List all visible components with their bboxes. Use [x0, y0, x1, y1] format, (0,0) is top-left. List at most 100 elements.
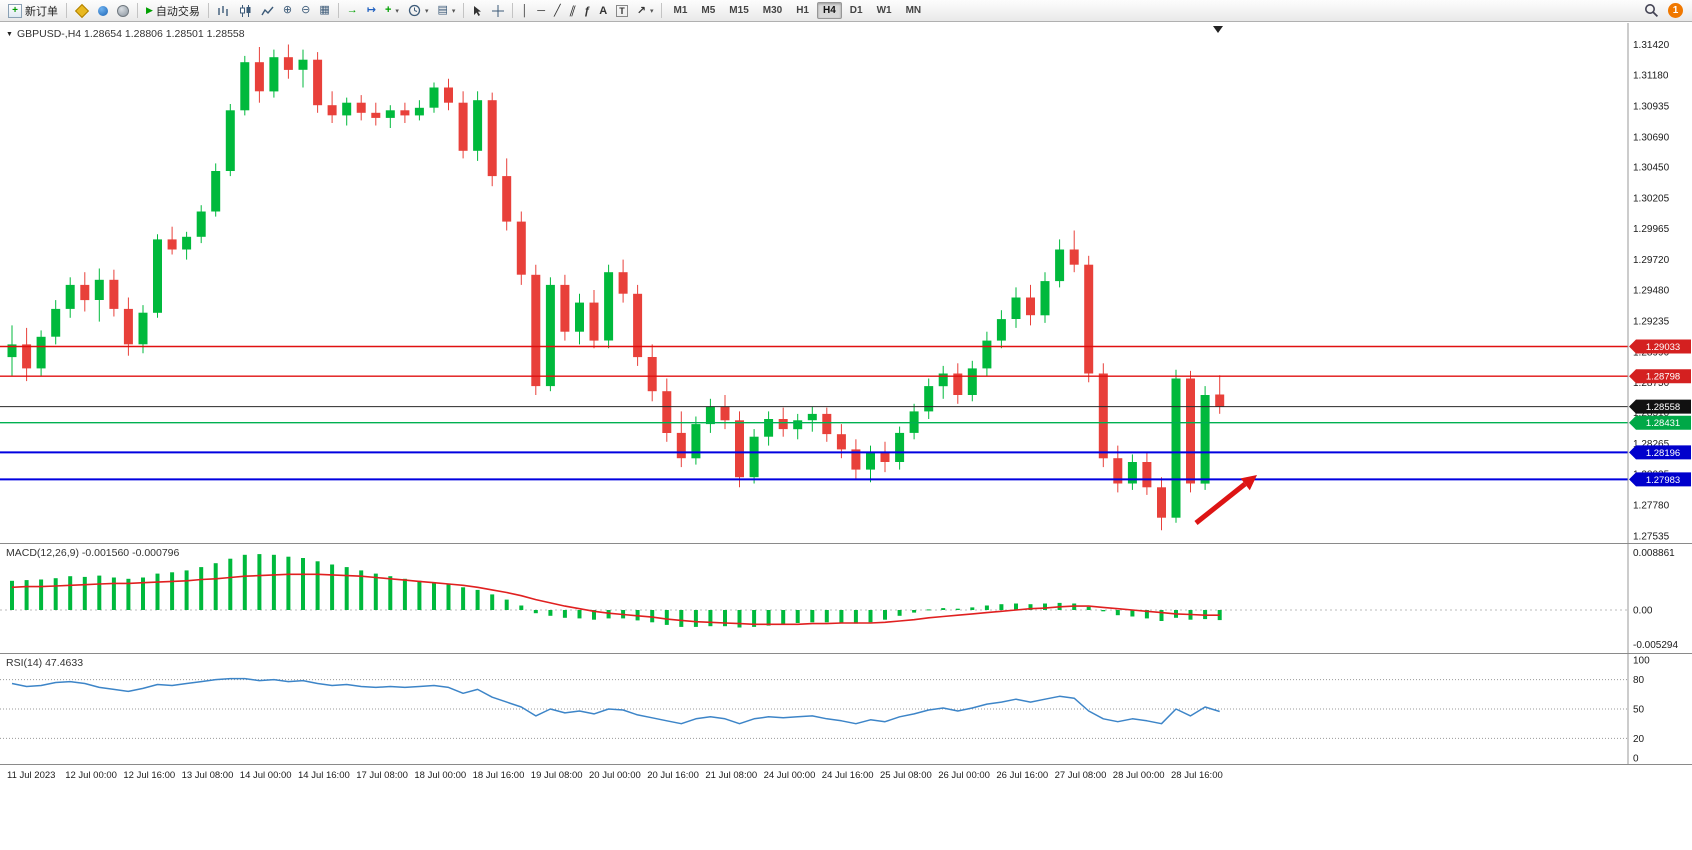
candle: [967, 368, 977, 395]
zoom-in-button[interactable]: ⊕: [279, 2, 296, 20]
timeframe-d1[interactable]: D1: [849, 5, 863, 16]
rsi-axis-label: 50: [1633, 705, 1645, 716]
channel-tool-button[interactable]: ∥: [566, 2, 580, 20]
price-chart[interactable]: 1.31420 1.31180 1.30935 1.30690 1.30450 1.302…: [0, 23, 1692, 543]
macd-histogram-bar: [402, 578, 407, 610]
time-axis[interactable]: 11 Jul 2023 12 Jul 00:00 12 Jul 16:00 13 Ju…: [0, 766, 1692, 788]
macd-histogram-bar: [795, 610, 800, 623]
timeframe-m15[interactable]: M15: [729, 5, 749, 16]
text-label-tool-button[interactable]: T: [612, 2, 632, 20]
macd-panel[interactable]: 0.008861 0.00 -0.005294: [0, 544, 1692, 653]
timeframe-h4[interactable]: H4: [817, 2, 842, 19]
macd-histogram-bar: [737, 610, 742, 628]
macd-axis-label: -0.005294: [1633, 640, 1678, 651]
macd-histogram-bar: [693, 610, 698, 627]
macd-histogram-bar: [853, 610, 858, 624]
trendline-tool-button[interactable]: ╱: [550, 2, 565, 20]
candle: [1084, 264, 1094, 374]
candle: [749, 436, 759, 478]
candle: [764, 419, 774, 437]
candle: [953, 373, 963, 395]
metaeditor-button[interactable]: [71, 2, 93, 20]
price-axis-label: 1.27535: [1633, 532, 1670, 543]
price-axis-label: 1.30450: [1633, 163, 1670, 174]
indicators-button[interactable]: + ▾: [381, 2, 403, 20]
chart-shift-button[interactable]: ↦: [363, 2, 380, 20]
price-badge-label: 1.29033: [1646, 342, 1680, 353]
timeframe-mn[interactable]: MN: [905, 5, 922, 16]
macd-signal-line: [11, 573, 1220, 626]
macd-histogram-bar: [810, 610, 815, 623]
new-order-button[interactable]: + 新订单: [4, 2, 62, 20]
panel-divider[interactable]: [0, 653, 1692, 654]
price-axis-label: 1.29720: [1633, 255, 1670, 266]
rsi-panel[interactable]: 100 80 50 20 0: [0, 654, 1692, 764]
candle: [996, 319, 1006, 341]
panel-divider[interactable]: [0, 764, 1692, 765]
autotrading-button[interactable]: ▶ 自动交易: [142, 2, 204, 20]
price-axis-label: 1.27780: [1633, 501, 1670, 512]
timeframe-m1[interactable]: M1: [673, 5, 688, 16]
crosshair-button[interactable]: [488, 2, 508, 20]
candle: [153, 239, 162, 313]
timeframe-w1[interactable]: W1: [876, 5, 892, 16]
time-axis-label: 17 Jul 08:00: [356, 770, 408, 781]
fibonacci-tool-button[interactable]: ƒ: [580, 2, 594, 20]
candle: [1171, 378, 1181, 518]
notification-badge[interactable]: 1: [1668, 3, 1683, 18]
time-axis-label: 24 Jul 00:00: [763, 770, 816, 781]
macd-indicator-label: MACD(12,26,9) -0.001560 -0.000796: [6, 547, 180, 559]
panel-divider[interactable]: [0, 543, 1692, 544]
rsi-line: [11, 677, 1220, 725]
rsi-indicator-label: RSI(14) 47.4633: [6, 657, 84, 669]
macd-histogram-bar: [679, 610, 684, 627]
macd-histogram-bar: [984, 605, 989, 610]
price-badge-label: 1.27983: [1646, 475, 1680, 486]
chart-window: ▼ GBPUSD-,H4 1.28654 1.28806 1.28501 1.2…: [0, 23, 1692, 850]
horizontal-line-tool-button[interactable]: ─: [533, 2, 549, 20]
line-chart-icon: [261, 6, 274, 15]
candle: [633, 293, 643, 358]
cursor-button[interactable]: [468, 2, 487, 20]
macd-histogram-bar: [752, 610, 757, 627]
community-button[interactable]: [94, 2, 112, 20]
bar-chart-button[interactable]: [213, 2, 234, 20]
collapse-triangle-icon[interactable]: ▼: [6, 30, 13, 38]
toolbar-separator: [66, 3, 67, 18]
candle: [313, 59, 323, 106]
timeframe-h1[interactable]: H1: [796, 5, 809, 16]
arrows-tool-button[interactable]: ↗ ▾: [633, 2, 658, 20]
chart-shift-marker[interactable]: [1213, 26, 1223, 33]
candle: [94, 279, 104, 300]
candle: [283, 57, 293, 70]
macd-histogram-bar: [286, 556, 291, 610]
timeframe-m30[interactable]: M30: [762, 5, 783, 16]
candle: [240, 62, 250, 111]
time-axis-label: 12 Jul 16:00: [123, 770, 176, 781]
search-icon[interactable]: [1644, 3, 1659, 18]
line-chart-button[interactable]: [257, 2, 278, 20]
price-axis-label: 1.29235: [1633, 317, 1670, 328]
toolbar-separator: [463, 3, 465, 18]
candle: [1186, 378, 1195, 484]
auto-scroll-button[interactable]: →: [343, 2, 362, 20]
price-axis-label: 1.30690: [1633, 132, 1670, 143]
text-tool-button[interactable]: A: [595, 2, 611, 20]
candle: [720, 406, 730, 421]
templates-button[interactable]: ▤ ▾: [433, 2, 459, 20]
chevron-down-icon: ▾: [395, 7, 399, 15]
profile-button[interactable]: [113, 2, 133, 20]
zoom-out-button[interactable]: ⊖: [297, 2, 314, 20]
timeframe-m5[interactable]: M5: [701, 5, 716, 16]
tile-windows-button[interactable]: ▦: [315, 2, 333, 20]
macd-histogram-bar: [1159, 610, 1164, 621]
macd-histogram-bar: [562, 610, 567, 618]
periods-button[interactable]: ▾: [404, 2, 433, 20]
candle: [560, 284, 570, 332]
macd-histogram-bar: [213, 563, 218, 610]
candlestick-chart-button[interactable]: [235, 2, 256, 20]
arrow-annotation[interactable]: [1194, 475, 1257, 525]
time-axis-label: 28 Jul 16:00: [1171, 770, 1223, 781]
symbol-ohlc-label: GBPUSD-,H4 1.28654 1.28806 1.28501 1.285…: [16, 28, 245, 40]
vertical-line-tool-button[interactable]: │: [517, 2, 532, 20]
